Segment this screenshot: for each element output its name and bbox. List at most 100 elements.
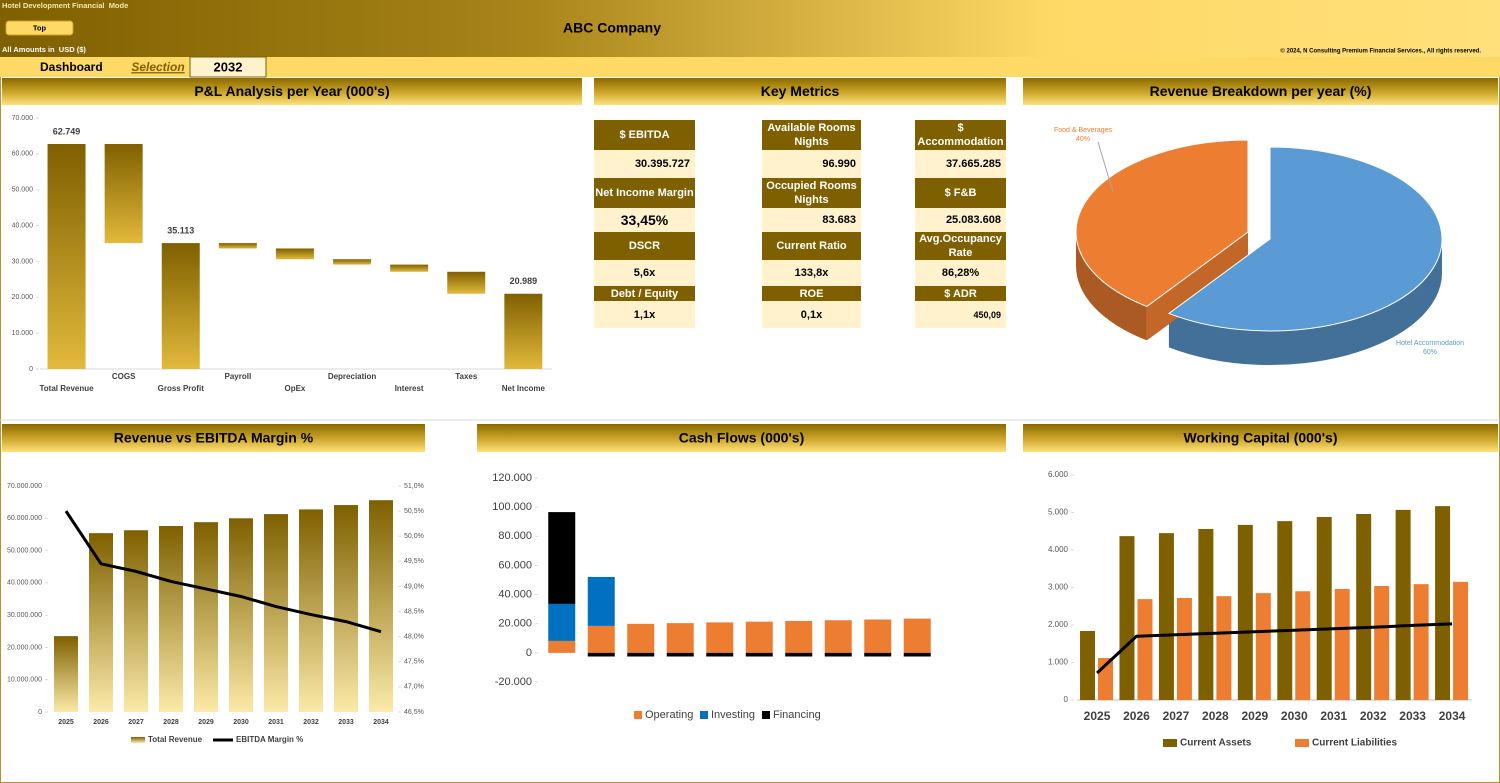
y-tick-label: 40.000: [12, 222, 34, 229]
y-tick-label: 2.000: [1048, 620, 1069, 629]
metric-value: 37.665.285: [915, 150, 1006, 178]
y-tick-label: 50,5%: [404, 508, 424, 515]
x-tick-label: 2026: [1123, 709, 1150, 723]
line: [1096, 622, 1453, 675]
data-label: 62.749: [53, 126, 81, 136]
bar: [1316, 517, 1332, 700]
bar: [824, 652, 852, 657]
bar: [666, 623, 694, 653]
metric-label: Avg.Occupancy Rate: [915, 232, 1006, 260]
bar: [1435, 506, 1451, 700]
x-tick-label: 2030: [233, 719, 249, 726]
metric-value: 5,6x: [594, 260, 695, 286]
bar: [587, 625, 615, 653]
x-tick-label: Interest: [395, 384, 424, 393]
legend-swatch: [1163, 739, 1177, 747]
bar: [587, 576, 615, 626]
x-tick-label: 2025: [58, 719, 74, 726]
metric-label: $ F&B: [915, 178, 1006, 208]
metric-label: $ ADR: [915, 286, 1006, 301]
bar: [1334, 589, 1350, 700]
bar: [1356, 514, 1372, 700]
bar: [369, 500, 393, 712]
x-tick-label: 2028: [1202, 709, 1229, 723]
bar: [627, 652, 655, 657]
panel-header: [1023, 78, 1498, 105]
bar: [1255, 593, 1271, 700]
y-tick-label: 10.000.000: [7, 677, 42, 684]
y-tick-label: 40.000.000: [7, 580, 42, 587]
bar: [903, 652, 931, 657]
bar: [627, 623, 655, 653]
y-tick-label: 60.000: [12, 151, 34, 158]
y-tick-label: 100.000: [492, 501, 532, 513]
year-box[interactable]: [189, 56, 267, 78]
x-tick-label: 2030: [1281, 709, 1308, 723]
x-tick-label: 2031: [1320, 709, 1347, 723]
pie-slice-side: [1076, 232, 1147, 341]
y-tick-label: 50,0%: [404, 533, 424, 540]
bar: [548, 603, 576, 641]
legend-label: Financing: [773, 709, 821, 721]
top-button[interactable]: [5, 20, 74, 36]
bar: [864, 652, 892, 657]
y-tick-label: 40.000: [498, 588, 532, 600]
metric-value: 0,1x: [762, 301, 861, 328]
y-tick-label: 0: [526, 647, 532, 659]
panel-header: [594, 78, 1006, 105]
y-tick-label: 120.000: [492, 472, 532, 484]
currency-note: All Amounts in USD ($): [2, 45, 86, 54]
bar: [334, 505, 358, 712]
pie-slice: [1075, 139, 1249, 307]
pie-label: Hotel Accommodation: [1396, 340, 1464, 347]
metric-label: Available Rooms Nights: [762, 120, 861, 150]
top-button-label[interactable]: Top: [33, 23, 47, 32]
bar: [1176, 598, 1192, 700]
x-tick-label: 2033: [338, 719, 354, 726]
bar: [54, 636, 78, 712]
bar: [1080, 631, 1096, 700]
metric-value: 450,09: [915, 301, 1006, 328]
metric-label: ROE: [762, 286, 861, 301]
y-tick-label: 20.000.000: [7, 644, 42, 651]
bar: [194, 522, 218, 712]
metric-value: 86,28%: [915, 260, 1006, 286]
panel-title: P&L Analysis per Year (000's): [194, 83, 389, 99]
metric-value: 96.990: [762, 150, 861, 178]
x-tick-label: 2032: [303, 719, 319, 726]
y-tick-label: 50.000.000: [7, 547, 42, 554]
y-tick-label: 47,0%: [404, 684, 424, 691]
bar: [161, 243, 200, 369]
y-tick-label: 4.000: [1048, 545, 1069, 554]
bar: [390, 264, 429, 272]
panel-header: [477, 424, 1006, 452]
bar: [548, 640, 576, 653]
x-tick-label: 2029: [1241, 709, 1268, 723]
x-tick-label: 2025: [1084, 709, 1111, 723]
legend-label: Current Assets: [1180, 738, 1252, 749]
x-tick-label: Gross Profit: [158, 384, 205, 393]
y-tick-label: 49,5%: [404, 558, 424, 565]
pie-value-label: 60%: [1423, 349, 1437, 356]
y-tick-label: 6.000: [1048, 470, 1069, 479]
panel-title: Revenue vs EBITDA Margin %: [114, 430, 314, 446]
x-tick-label: 2031: [268, 719, 284, 726]
bar: [1137, 599, 1153, 700]
nav-dashboard[interactable]: Dashboard: [40, 60, 103, 74]
bar: [824, 620, 852, 653]
metric-value: 30.395.727: [594, 150, 695, 178]
y-tick-label: 0: [29, 366, 33, 373]
y-tick-label: 0: [38, 709, 42, 716]
bar: [229, 518, 253, 712]
pie-label: Food & Beverages: [1054, 127, 1112, 134]
year-value[interactable]: 2032: [214, 59, 243, 74]
x-tick-label: 2032: [1360, 709, 1387, 723]
nav-selection[interactable]: Selection: [131, 60, 184, 74]
legend-swatch: [131, 737, 145, 743]
bar: [47, 144, 86, 369]
bar: [1413, 584, 1429, 700]
